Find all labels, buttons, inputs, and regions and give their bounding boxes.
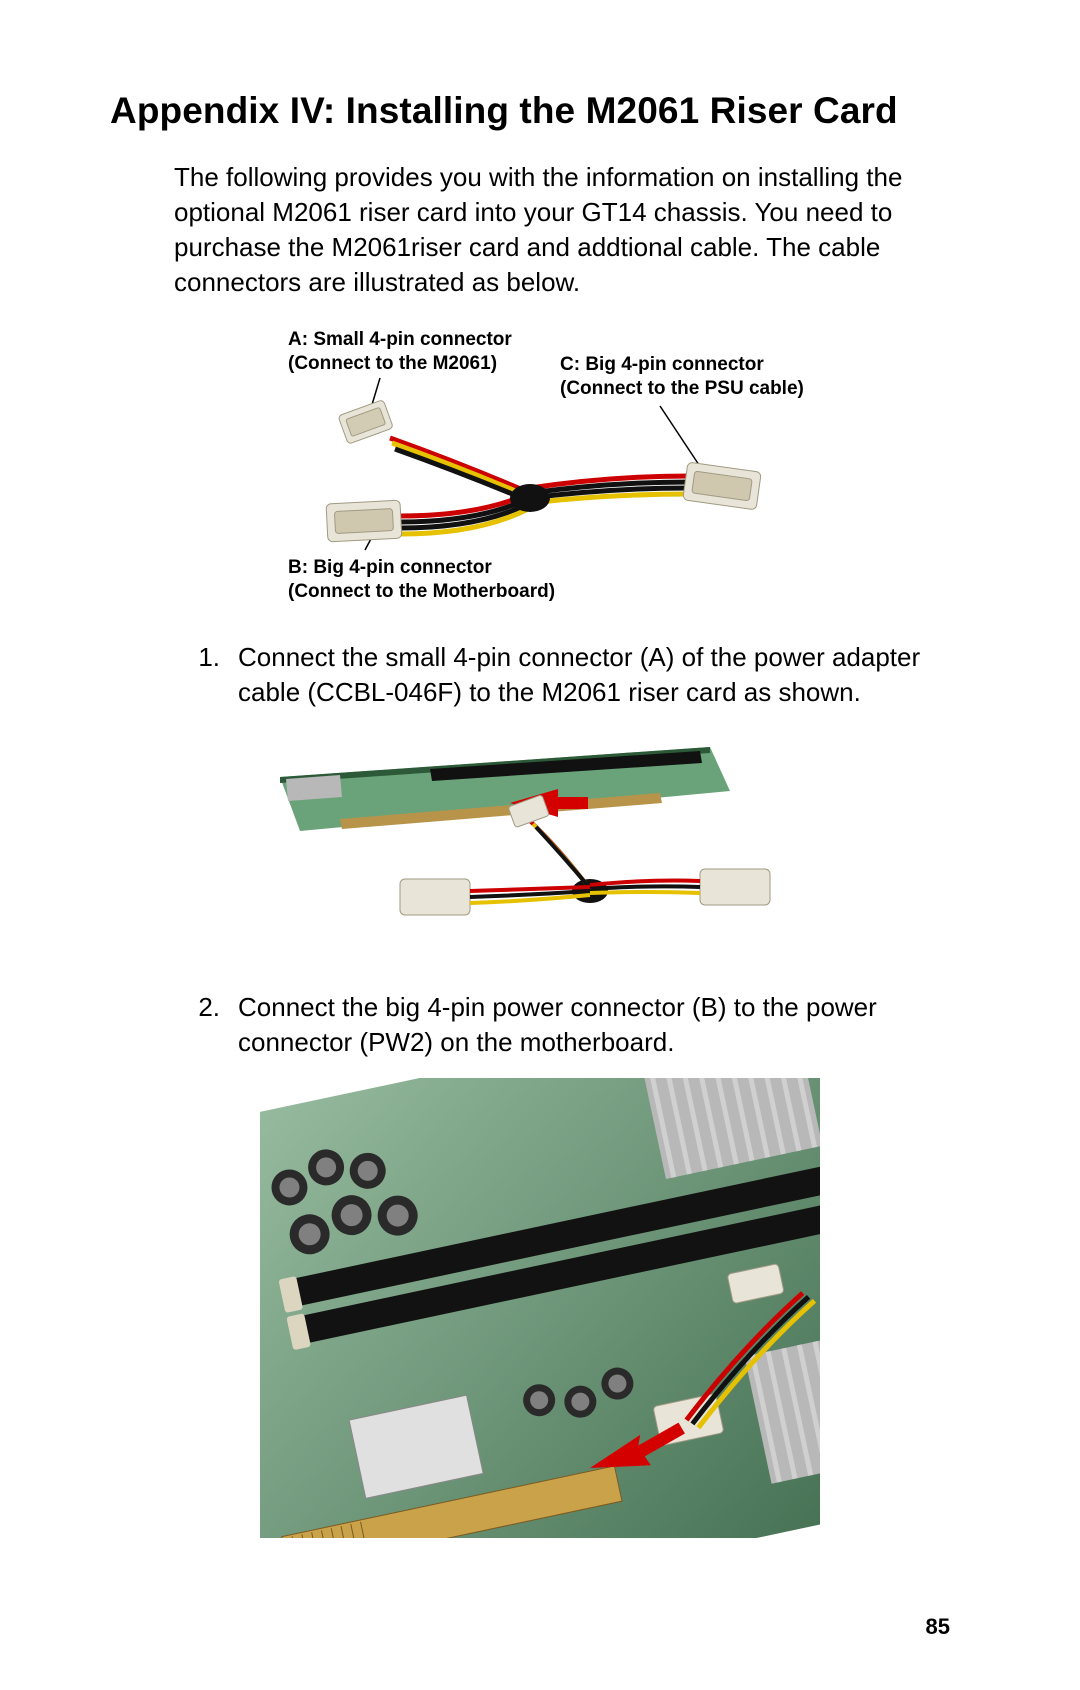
riser-card-svg bbox=[230, 729, 850, 949]
callout-b: B: Big 4-pin connector (Connect to the M… bbox=[288, 556, 555, 604]
callout-a-line2: (Connect to the M2061) bbox=[288, 352, 512, 376]
step-2-number: 2. bbox=[174, 990, 238, 1060]
callout-a: A: Small 4-pin connector (Connect to the… bbox=[288, 328, 512, 376]
callout-a-line1: A: Small 4-pin connector bbox=[288, 328, 512, 352]
callout-b-line1: B: Big 4-pin connector bbox=[288, 556, 555, 580]
callout-c: C: Big 4-pin connector (Connect to the P… bbox=[560, 353, 804, 401]
page-number: 85 bbox=[926, 1614, 950, 1640]
document-page: Appendix IV: Installing the M2061 Riser … bbox=[0, 0, 1080, 1690]
callout-b-line2: (Connect to the Motherboard) bbox=[288, 580, 555, 604]
step-2: 2. Connect the big 4-pin power connector… bbox=[174, 990, 970, 1060]
step-1-number: 1. bbox=[174, 640, 238, 710]
callout-c-line2: (Connect to the PSU cable) bbox=[560, 377, 804, 401]
callout-c-line1: C: Big 4-pin connector bbox=[560, 353, 804, 377]
step-2-text: Connect the big 4-pin power connector (B… bbox=[238, 990, 970, 1060]
step-1-text: Connect the small 4-pin connector (A) of… bbox=[238, 640, 970, 710]
page-title: Appendix IV: Installing the M2061 Riser … bbox=[110, 90, 970, 132]
figure-cable-connectors: A: Small 4-pin connector (Connect to the… bbox=[230, 328, 850, 608]
intro-paragraph: The following provides you with the info… bbox=[174, 160, 970, 300]
figure-motherboard bbox=[110, 1078, 970, 1543]
motherboard-svg bbox=[260, 1078, 820, 1538]
figure-riser-card bbox=[110, 729, 970, 954]
step-1: 1. Connect the small 4-pin connector (A)… bbox=[174, 640, 970, 710]
